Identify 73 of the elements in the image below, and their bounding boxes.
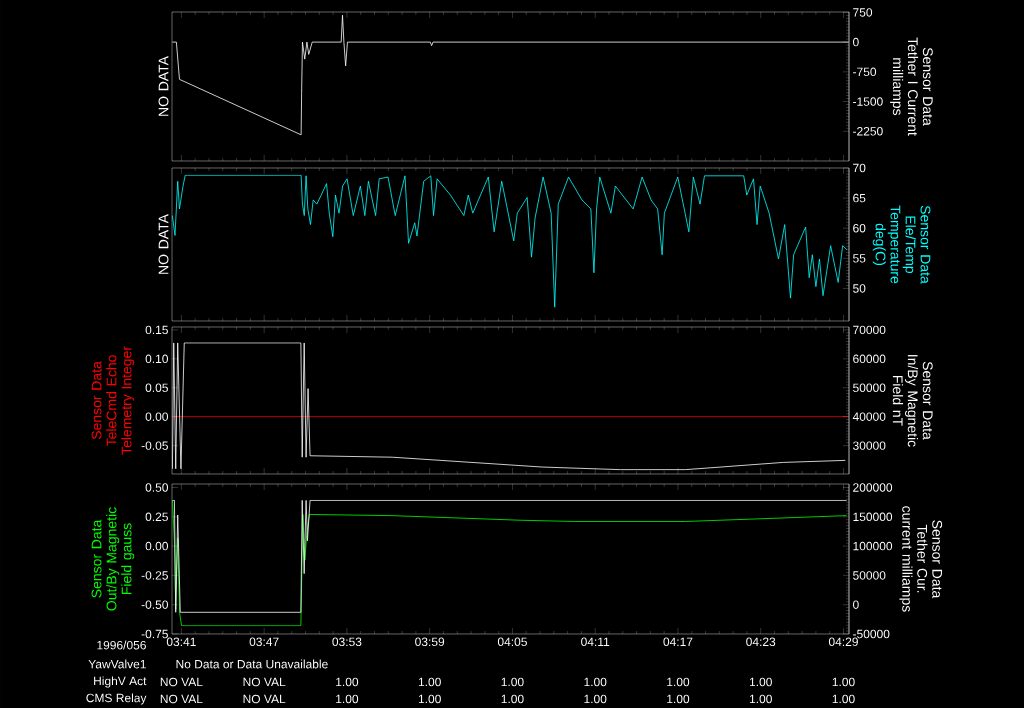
y2-tick-label: 50000	[853, 571, 886, 580]
text: 1.00	[501, 677, 524, 687]
text: 1.00	[336, 694, 359, 704]
text: YawValve1	[88, 659, 146, 669]
text: 1.00	[667, 694, 690, 704]
y-axis-title: NO DATA	[158, 214, 169, 274]
text: 1.00	[418, 677, 441, 687]
x-tick-label: 04:29	[828, 637, 858, 647]
y2-tick-label: 70	[853, 163, 866, 173]
y2-tick-label: 50000	[853, 383, 886, 392]
y2-axis-title: Sensor Data In/By Magnetic Field nT	[892, 355, 933, 447]
text: 1996/056	[97, 640, 146, 650]
y-axis-title: Sensor Data TeleCmd Echo Telemetry Integer	[91, 346, 135, 455]
y-tick-label: 0.10	[145, 354, 169, 364]
text: HighV Act	[94, 676, 147, 688]
y2-tick-label: 30000	[852, 441, 886, 450]
y-axis-title: Sensor Data Out/By Magnetic Field gauss	[91, 507, 135, 611]
text: 1.00	[832, 694, 855, 704]
text: NO VAL	[160, 694, 203, 704]
y2-tick-label: 65	[853, 193, 866, 203]
y2-tick-label: -50000	[853, 629, 890, 639]
text: 1.00	[667, 677, 690, 687]
y2-tick-label: 750	[853, 8, 873, 17]
y2-tick-label: 0	[853, 37, 859, 47]
y2-tick-label: 70000	[853, 325, 886, 335]
text: CMS Relay	[86, 693, 147, 705]
text: 1.00	[501, 694, 524, 704]
x-tick-label: 03:41	[166, 637, 196, 647]
x-tick-label: 03:53	[332, 637, 362, 647]
text: NO VAL	[243, 677, 286, 687]
y-tick-label: 0.50	[145, 483, 169, 492]
y2-tick-label: 150000	[853, 512, 893, 522]
y2-axis-title: Sensor Data Tether I Current milliamps	[890, 37, 933, 136]
text: NO VAL	[243, 694, 286, 704]
y2-tick-label: -2250	[853, 127, 883, 136]
text: 1.00	[584, 677, 607, 687]
y-tick-label: -0.75	[141, 629, 168, 639]
y-tick-label: -0.50	[141, 600, 169, 609]
y-tick-label: -0.25	[141, 571, 168, 580]
y2-axis-title: Sensor Data Ele/Temp Temperature deg(C)	[872, 205, 931, 284]
y2-tick-label: 50	[853, 284, 866, 293]
y2-tick-label: 40000	[852, 412, 886, 421]
y2-tick-label: -750	[853, 67, 877, 77]
y-axis-title: NO DATA	[158, 56, 169, 116]
x-tick-label: 04:17	[663, 637, 693, 647]
text: 1.00	[584, 694, 607, 704]
y-tick-label: 0.15	[145, 325, 168, 335]
text: NO VAL	[160, 677, 203, 687]
y2-tick-label: 60000	[853, 354, 886, 364]
y2-tick-label: 60	[853, 223, 866, 233]
y-tick-label: 0.00	[145, 412, 169, 421]
y2-axis-title: Sensor Data Tether Cur. current milliamps	[899, 506, 943, 612]
y-tick-label: 0.25	[145, 512, 168, 522]
text: 1.00	[418, 694, 441, 704]
y2-tick-label: 100000	[853, 541, 893, 551]
text: 1.00	[749, 677, 772, 687]
y2-tick-label: 200000	[853, 483, 893, 492]
y2-tick-label: -1500	[853, 97, 883, 106]
y2-tick-label: 0	[853, 600, 859, 609]
x-tick-label: 04:05	[497, 637, 527, 647]
text: 1.00	[832, 677, 855, 687]
text: 1.00	[336, 677, 359, 687]
y-tick-label: 0.00	[145, 541, 169, 551]
text: 1.00	[749, 694, 772, 704]
text: No Data or Data Unavailable	[176, 659, 328, 669]
y-tick-label: -0.05	[141, 441, 168, 450]
x-tick-label: 04:23	[746, 637, 776, 647]
y-tick-label: 0.05	[145, 383, 168, 392]
x-tick-label: 03:59	[415, 637, 445, 647]
y2-tick-label: 55	[853, 254, 866, 263]
line-series	[172, 174, 848, 308]
x-tick-label: 03:47	[249, 637, 279, 647]
x-tick-label: 04:11	[581, 637, 610, 647]
